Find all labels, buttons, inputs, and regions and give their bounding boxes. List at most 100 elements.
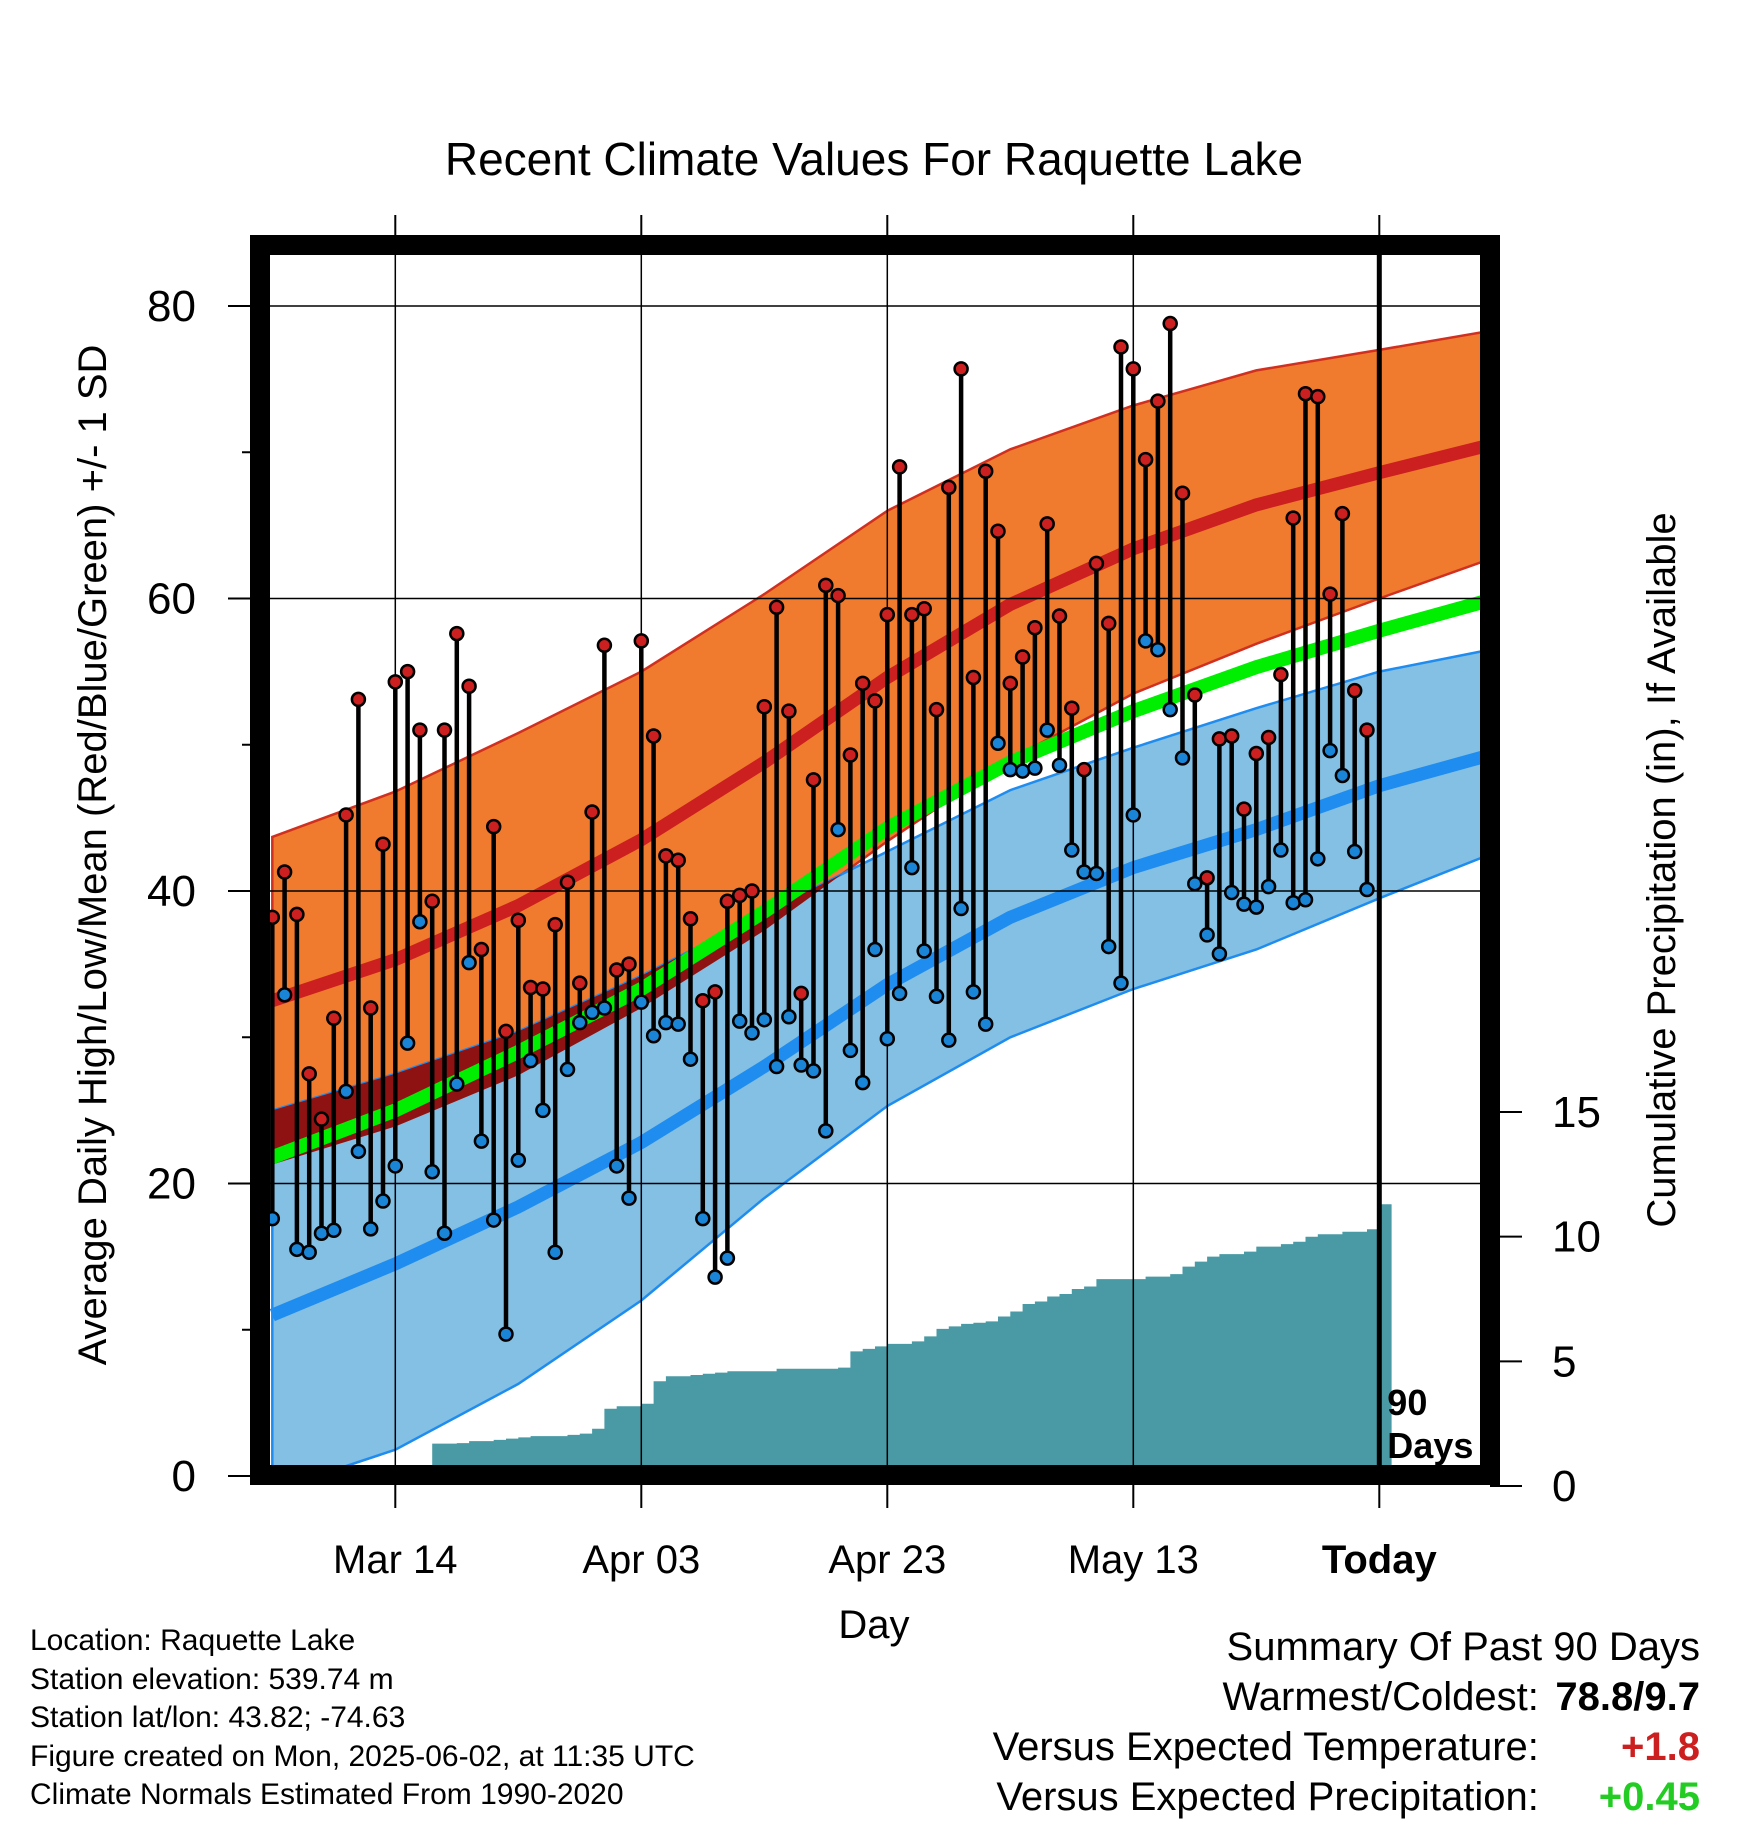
y-tick-label: 0: [172, 1452, 196, 1501]
high-point: [805, 772, 822, 788]
y2-tick-label: 15: [1552, 1088, 1601, 1137]
warm-cold-label: Warmest/Coldest:: [1222, 1675, 1539, 1719]
created-text: Figure created on Mon, 2025-06-02, at 11…: [30, 1739, 695, 1773]
low-point: [584, 1004, 600, 1021]
low-point: [793, 1057, 809, 1073]
low-point: [362, 1221, 379, 1237]
low-point: [1162, 701, 1178, 718]
low-point: [953, 900, 969, 917]
x-tick-label: Today: [1322, 1538, 1438, 1582]
high-point: [572, 975, 588, 991]
high-point: [1039, 516, 1055, 532]
high-point: [1211, 731, 1228, 747]
high-point: [313, 1111, 330, 1127]
high-point: [485, 818, 502, 835]
elevation-text: Station elevation: 539.74 m: [30, 1662, 394, 1696]
high-point: [818, 577, 834, 594]
low-point: [1100, 938, 1117, 955]
high-point: [645, 728, 662, 744]
high-point: [276, 864, 293, 880]
summary-title: Summary Of Past 90 Days: [1226, 1625, 1700, 1669]
high-point: [781, 703, 797, 719]
chart-title: Recent Climate Values For Raquette Lake: [445, 133, 1303, 185]
high-point: [424, 893, 440, 909]
high-point: [1027, 620, 1043, 636]
high-point: [756, 698, 773, 715]
low-point: [842, 1042, 859, 1059]
high-point: [990, 523, 1006, 539]
x-axis-label: Day: [838, 1603, 909, 1647]
high-point: [830, 587, 846, 604]
low-point: [1346, 843, 1363, 860]
x-tick-label: Apr 03: [582, 1538, 700, 1582]
low-point: [338, 1083, 354, 1100]
high-point: [658, 848, 674, 864]
low-point: [707, 1269, 723, 1285]
high-point: [854, 675, 871, 692]
low-point: [965, 984, 982, 1000]
low-point: [289, 1241, 305, 1258]
low-point: [1051, 757, 1068, 773]
high-point: [387, 674, 404, 690]
high-point: [338, 807, 354, 823]
warm-cold-row: Warmest/Coldest: 78.8/9.7: [993, 1672, 1701, 1722]
high-point: [941, 479, 957, 496]
high-point: [1002, 675, 1019, 692]
y-axis-label: Average Daily High/Low/Mean (Red/Blue/Gr…: [71, 345, 115, 1366]
high-point: [744, 883, 760, 899]
high-point: [584, 804, 600, 820]
low-point: [867, 941, 883, 958]
low-point: [498, 1326, 514, 1342]
low-point: [633, 994, 650, 1010]
precip-label: Versus Expected Precipitation:: [996, 1775, 1539, 1819]
low-point: [449, 1076, 465, 1092]
low-point: [1039, 722, 1055, 738]
high-point: [326, 1010, 342, 1026]
high-point: [953, 361, 969, 377]
plot-frame: [250, 235, 1500, 1485]
y-tick-label: 20: [147, 1160, 196, 1209]
low-point: [1322, 742, 1338, 759]
low-point: [1014, 763, 1031, 779]
low-point: [941, 1032, 957, 1048]
high-point: [867, 693, 883, 709]
high-point: [510, 912, 527, 928]
low-point: [326, 1222, 342, 1239]
high-point: [498, 1023, 514, 1040]
high-point: [842, 747, 859, 763]
low-point: [854, 1074, 871, 1091]
low-point: [1211, 946, 1228, 962]
high-point: [289, 906, 305, 923]
plot-clip-group: [260, 245, 1490, 1475]
low-point: [1273, 842, 1289, 858]
high-point: [547, 916, 563, 933]
high-point: [1199, 870, 1215, 886]
high-point: [928, 701, 945, 718]
low-point: [473, 1133, 490, 1149]
station-info: Location: Raquette Lake Station elevatio…: [30, 1622, 695, 1815]
precip-value: +0.45: [1598, 1775, 1700, 1819]
low-point: [1076, 864, 1092, 880]
high-point: [1310, 388, 1326, 405]
low-point: [572, 1014, 588, 1031]
low-point: [916, 943, 932, 959]
high-point: [522, 979, 539, 996]
high-point: [1162, 315, 1178, 332]
low-point: [350, 1143, 367, 1160]
low-point: [547, 1244, 563, 1260]
low-point: [928, 988, 945, 1005]
low-point: [805, 1063, 822, 1079]
high-point: [1150, 393, 1166, 409]
low-point: [695, 1210, 711, 1227]
high-point: [879, 606, 896, 623]
high-point: [301, 1066, 317, 1082]
low-point: [596, 1000, 613, 1016]
low-point: [621, 1190, 637, 1206]
y-tick-label: 80: [147, 282, 196, 331]
high-point: [1236, 801, 1252, 817]
high-point: [1248, 745, 1265, 762]
y2-axis-label: Cumulative Precipitation (in), If Availa…: [1640, 512, 1684, 1227]
low-point: [313, 1225, 330, 1241]
low-point: [1113, 975, 1129, 991]
